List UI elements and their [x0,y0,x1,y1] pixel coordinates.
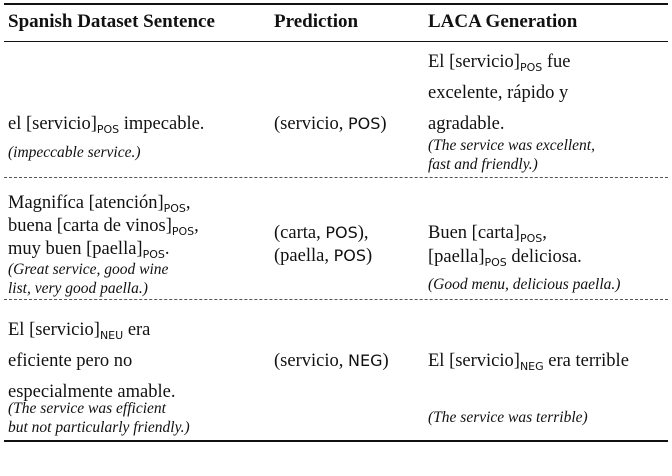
header-rule [4,41,668,42]
text-segment: ), [357,223,369,243]
sentiment-label: POS [484,256,507,269]
text-segment: ) [380,114,387,134]
text-segment: (carta, [274,223,326,243]
text-segment: ) [382,351,389,371]
sentiment-label: POS [163,202,186,215]
header-generation: LACA Generation [428,11,578,32]
text-segment: , [185,193,191,213]
sentiment-label: NEU [99,329,124,342]
text-segment: deliciosa. [506,247,582,267]
text-segment: era terrible [543,351,629,371]
text-segment: Buen [carta] [428,223,520,243]
text-segment: buena [carta de vinos] [8,216,172,236]
generation-translation-line: fast and friendly.) [428,156,538,173]
text-segment: agradable. [428,114,505,134]
sentence-line: Magnifíca [atención]POS, [8,193,191,215]
text-segment: excelente, rápido y [428,83,569,103]
sentence-line: el [servicio]POS impecable. [8,114,204,136]
sentence-line: El [servicio]NEU era [8,320,150,342]
generation-translation-line: (The service was excellent, [428,137,595,154]
bottom-rule [4,440,668,442]
sentence-translation-line: (The service was efficient [8,400,166,417]
text-segment: (paella, [274,246,334,266]
generation-line: excelente, rápido y [428,83,568,103]
prediction-line: (servicio, POS) [274,114,387,134]
generation-line: agradable. [428,114,505,134]
top-rule [4,3,668,5]
text-segment: . [164,239,170,259]
sentence-line: eficiente pero no [8,351,132,371]
text-segment: especialmente amable. [8,382,176,402]
text-segment: el [servicio] [8,114,97,134]
sentence-translation-line: but not particularly friendly.) [8,419,190,436]
sentiment-label: POS [519,232,543,245]
text-segment: [paella] [428,247,485,267]
text-segment: , [194,216,199,236]
sentiment-label: POS [171,225,195,238]
prediction-line: (paella, POS) [274,246,372,266]
header-prediction: Prediction [274,11,359,32]
generation-line: Buen [carta]POS, [428,223,547,245]
sentence-line: especialmente amable. [8,382,175,402]
sentence-line: buena [carta de vinos]POS, [8,216,199,238]
sentence-line: muy buen [paella]POS. [8,239,170,261]
text-segment: El [servicio] [8,320,100,340]
sentiment-label: POS [142,248,165,261]
sentiment-label: POS [325,223,358,242]
text-segment: muy buen [paella] [8,239,143,259]
generation-line: El [servicio]POS fue [428,52,570,74]
sentiment-label: POS [347,114,381,133]
sentence-translation-line: list, very good paella.) [8,280,148,297]
sentence-translation-line: (impeccable service.) [8,144,141,161]
generation-line: [paella]POS deliciosa. [428,247,582,269]
header-sentence: Spanish Dataset Sentence [8,11,215,32]
sentence-translation-line: (Great service, good wine [8,261,169,278]
prediction-line: (servicio, NEG) [274,351,389,371]
sentiment-label: POS [333,246,366,265]
generation-line: El [servicio]NEG era terrible [428,351,629,373]
generation-translation-line: (The service was terrible) [428,409,588,426]
text-segment: fue [542,52,571,72]
sentiment-label: NEG [519,360,544,373]
text-segment: impecable. [119,114,205,134]
text-segment: (servicio, [274,351,348,371]
row-divider [4,177,668,178]
text-segment: (servicio, [274,114,348,134]
text-segment: Magnifíca [atención] [8,193,164,213]
sentiment-label: POS [96,123,120,136]
text-segment: era [123,320,151,340]
generation-translation-line: (Good menu, delicious paella.) [428,276,621,293]
row-divider [4,299,668,300]
text-segment: , [542,223,547,243]
prediction-line: (carta, POS), [274,223,369,243]
text-segment: eficiente pero no [8,351,133,371]
text-segment: El [servicio] [428,52,520,72]
text-segment: El [servicio] [428,351,520,371]
text-segment: ) [365,246,373,266]
sentiment-label: NEG [347,351,383,370]
sentiment-label: POS [519,61,543,74]
